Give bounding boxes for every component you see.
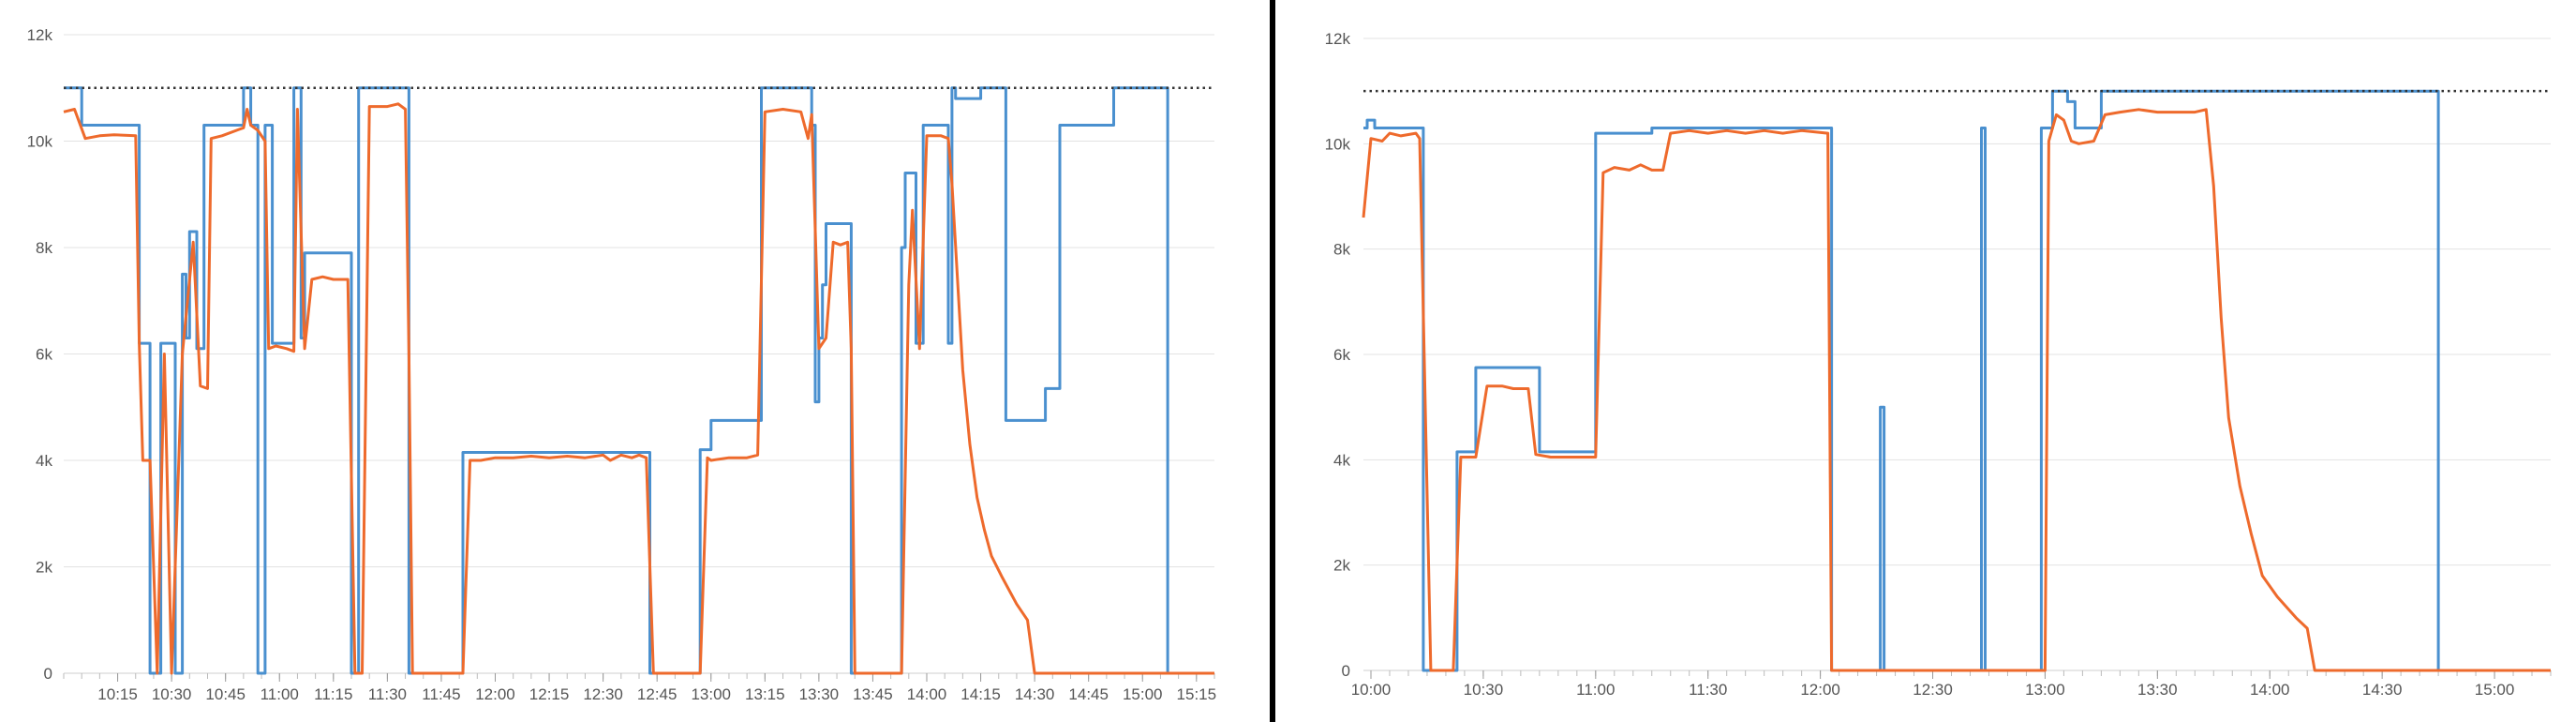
y-tick-label: 6k [36, 346, 52, 364]
actual-series-line [63, 102, 1214, 675]
left-chart: 0 2k 4k 6k 8k 10k 12k 10:15 10:30 10:45 11:00 11:15… [27, 26, 1217, 703]
x-tick-label: 13:00 [2025, 681, 2065, 699]
x-tick-label: 13:30 [799, 685, 840, 703]
x-tick-label: 12:00 [1800, 681, 1840, 699]
x-tick-label: 10:15 [97, 685, 138, 703]
x-tick-label: 12:15 [529, 685, 570, 703]
panel-divider [1270, 0, 1275, 722]
x-tick-label: 12:30 [583, 685, 623, 703]
x-tick-label: 11:00 [1576, 681, 1615, 699]
x-tick-label: 15:15 [1177, 685, 1217, 703]
x-tick-label: 13:15 [745, 685, 785, 703]
y-tick-label: 2k [36, 559, 52, 577]
x-tick-label: 12:30 [1913, 681, 1953, 699]
y-tick-label: 12k [1325, 30, 1351, 48]
y-tick-label: 10k [1325, 135, 1351, 153]
right-chart-panel: 0 2k 4k 6k 8k 10k 12k 10:00 10:30 11:00 11:30 12:00… [1275, 0, 2576, 722]
x-tick-label: 11:00 [261, 685, 299, 703]
actual-series-line [1362, 108, 2551, 672]
x-tick-label: 11:15 [314, 685, 352, 703]
x-tick-label: 12:00 [475, 685, 515, 703]
x-tick-label: 15:00 [1123, 685, 1163, 703]
y-tick-label: 8k [1333, 241, 1350, 259]
x-tick-label: 14:00 [2250, 681, 2290, 699]
y-tick-label: 6k [1333, 346, 1350, 364]
x-tick-label: 10:45 [205, 685, 246, 703]
right-chart: 0 2k 4k 6k 8k 10k 12k 10:00 10:30 11:00 11:30 12:00… [1325, 30, 2552, 699]
y-tick-label: 0 [44, 665, 52, 683]
x-tick-label: 14:30 [1015, 685, 1055, 703]
x-tick-label: 13:30 [2137, 681, 2178, 699]
y-tick-label: 2k [1333, 557, 1350, 575]
x-tick-label: 14:15 [960, 685, 1001, 703]
x-tick-label: 15:00 [2475, 681, 2515, 699]
y-tick-label: 4k [1333, 451, 1350, 469]
x-tick-label: 11:45 [422, 685, 460, 703]
y-tick-label: 4k [36, 452, 52, 470]
x-tick-label: 11:30 [1689, 681, 1727, 699]
x-tick-label: 11:30 [368, 685, 407, 703]
y-tick-label: 12k [27, 26, 53, 44]
x-tick-label: 14:00 [907, 685, 947, 703]
capacity-series-line [64, 86, 1214, 675]
y-tick-label: 10k [27, 133, 53, 151]
x-tick-label: 12:45 [637, 685, 678, 703]
left-chart-panel: 0 2k 4k 6k 8k 10k 12k 10:15 10:30 10:45 11:00 11:15… [0, 0, 1270, 722]
x-tick-label: 10:00 [1351, 681, 1392, 699]
y-tick-label: 8k [36, 239, 52, 257]
x-tick-label: 13:00 [691, 685, 731, 703]
capacity-series-line [1363, 89, 2551, 672]
x-tick-label: 14:45 [1068, 685, 1109, 703]
x-tick-label: 10:30 [152, 685, 192, 703]
x-tick-label: 10:30 [1464, 681, 1504, 699]
y-tick-label: 0 [1342, 662, 1350, 680]
x-tick-label: 13:45 [853, 685, 893, 703]
x-tick-label: 14:30 [2362, 681, 2403, 699]
